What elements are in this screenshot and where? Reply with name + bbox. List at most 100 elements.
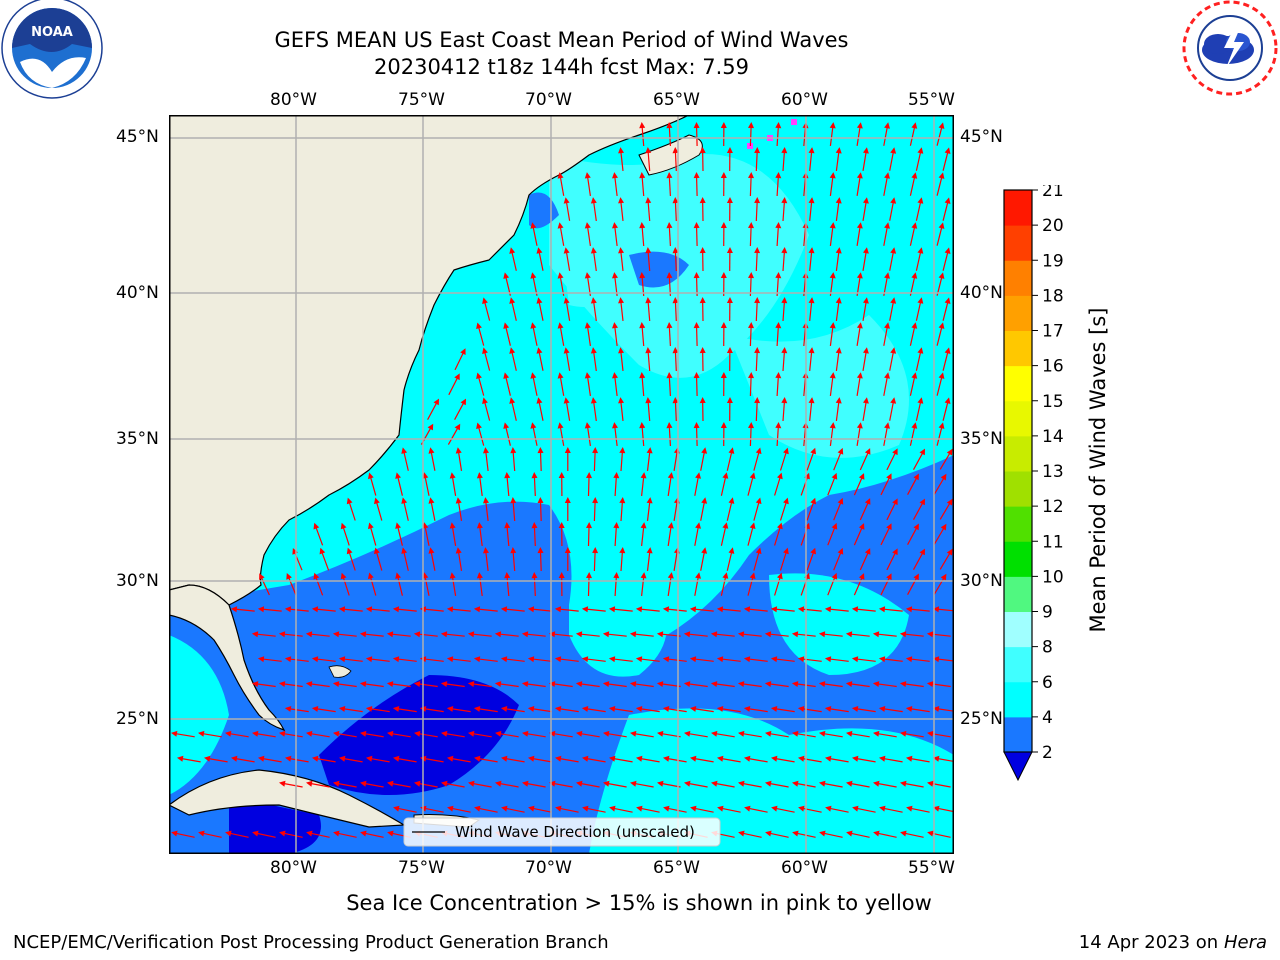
direction-arrow-head [521,681,529,687]
direction-arrow-head [797,706,805,712]
direction-arrow-head [368,522,374,530]
direction-arrow-head [527,656,535,663]
direction-arrow-head [428,497,435,504]
direction-arrow-head [360,830,367,837]
direction-arrow-head [645,397,652,404]
direction-arrow-head [938,172,945,179]
direction-arrow-head [738,730,745,737]
direction-arrow-head [575,631,583,638]
direction-arrow-head [557,172,564,179]
direction-arrow-head [846,780,853,787]
direction-arrow-head [919,448,925,456]
direction-arrow-head [699,197,706,204]
direction-arrow-head [279,830,286,837]
direction-arrow-head [689,656,697,663]
direction-arrow-head [808,247,815,254]
direction-arrow-head [522,780,529,787]
direction-arrow-head [846,830,853,837]
sea-ice-fleck [791,119,797,125]
direction-arrow-head [748,222,754,229]
colorbar-tick-label: 21 [1042,185,1064,201]
direction-arrow-head [783,447,789,455]
direction-arrow-head [892,498,898,506]
direction-arrow-head [395,522,401,529]
direction-arrow-head [728,447,735,454]
direction-arrow-head [387,780,394,787]
direction-arrow-head [584,172,591,179]
direction-arrow-head [771,805,778,812]
direction-arrow-head [720,222,727,228]
direction-arrow-head [726,297,733,303]
lat-label-right-45n: 45°N [960,127,1003,147]
direction-arrow-head [748,322,754,329]
direction-arrow-head [530,222,537,229]
direction-arrow-head [198,730,205,737]
direction-arrow-head [662,656,670,663]
direction-arrow-head [919,498,925,506]
direction-arrow-head [879,755,886,762]
direction-arrow-head [824,706,832,712]
direction-arrow-head [770,606,778,613]
direction-arrow-head [401,547,408,554]
direction-arrow-head [440,631,448,638]
direction-arrow-head [764,631,772,638]
colorbar-band [1004,541,1032,577]
direction-arrow-head [603,730,610,737]
direction-arrow-head [482,347,488,354]
direction-arrow-head [204,755,211,762]
direction-arrow-head [422,572,429,579]
direction-arrow-head [873,730,880,737]
lon-label-top-80w: 80°W [270,90,317,110]
direction-arrow-head [387,830,394,837]
direction-arrow-head [575,681,583,687]
direction-arrow-head [693,272,700,279]
direction-arrow-head [824,606,832,613]
direction-arrow-head [754,247,761,254]
direction-arrow-head [743,706,751,712]
direction-arrow-head [899,681,907,687]
direction-arrow-head [613,572,620,579]
direction-arrow-head [618,247,624,254]
direction-arrow-head [494,681,502,687]
direction-arrow-head [940,573,947,581]
direction-arrow-head [906,805,913,812]
direction-arrow-head [748,422,754,429]
direction-arrow-head [582,805,589,812]
direction-arrow-head [483,497,489,504]
direction-arrow-head [890,397,897,404]
direction-arrow-head [177,755,184,762]
colorbar-tick-label: 2 [1042,743,1053,763]
zone-4-6-east [769,573,909,675]
direction-arrow-head [940,523,947,531]
direction-arrow-head [856,272,863,279]
direction-arrow-head [837,497,844,505]
direction-arrow-head [933,755,940,762]
direction-arrow-head [695,522,701,529]
direction-arrow-head [503,422,510,429]
direction-arrow-head [554,656,562,663]
direction-arrow-head [656,631,664,638]
colorbar-band [1004,295,1032,331]
direction-arrow-head [548,681,556,687]
direction-arrow-head [374,497,380,505]
direction-arrow-head [886,573,892,580]
direction-arrow-head [777,572,783,580]
direction-arrow-head [494,631,502,638]
direction-arrow-head [537,447,544,454]
colorbar-band [1004,681,1032,718]
direction-arrow-head [716,606,724,613]
direction-arrow-head [360,730,367,737]
direction-arrow-head [608,706,616,712]
direction-arrow-head [690,805,697,812]
direction-arrow-head [906,755,913,762]
direction-arrow-head [537,547,544,554]
direction-arrow-head [592,547,599,554]
direction-arrow-head [612,322,618,329]
direction-arrow-head [584,422,591,429]
direction-arrow-head [662,706,670,712]
direction-arrow-head [339,755,346,762]
direction-arrow-head [819,730,826,737]
direction-arrow-head [522,730,529,737]
direction-arrow-head [917,197,924,204]
direction-arrow-head [306,730,313,737]
